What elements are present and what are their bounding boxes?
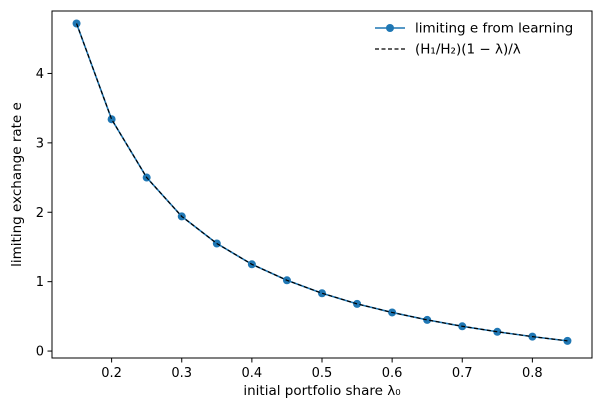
data-point-1-13 xyxy=(493,327,502,336)
axes: 0.2 0.3 0.4 0.5 0.6 0.7 0.8 0 1 2 3 4 xyxy=(36,10,593,381)
y-axis-label: limiting exchange rate e xyxy=(9,102,25,267)
legend-label-1: limiting e from learning xyxy=(415,21,573,37)
legend-label-2: (H₁/H₂)(1 − λ)/λ xyxy=(415,42,521,58)
axes-frame xyxy=(51,10,593,359)
x-tick-label-5: 0.6 xyxy=(382,366,403,381)
data-point-1-11 xyxy=(423,315,432,324)
x-tick-label-4: 0.5 xyxy=(312,366,333,381)
x-axis-label: initial portfolio share λ₀ xyxy=(243,383,400,399)
y-tick-label-5: 4 xyxy=(36,67,44,82)
x-tick-label-7: 0.8 xyxy=(522,366,543,381)
legend: limiting e from learning (H₁/H₂)(1 − λ)/λ xyxy=(375,21,573,58)
y-tick-label-2: 1 xyxy=(36,275,44,290)
x-tick-label-3: 0.4 xyxy=(242,366,263,381)
y-tick-label-4: 3 xyxy=(36,136,44,151)
y-tick-label-3: 2 xyxy=(36,206,44,221)
x-tick-label-2: 0.3 xyxy=(171,366,192,381)
x-tick-label-6: 0.7 xyxy=(452,366,473,381)
data-point-1-8 xyxy=(318,289,326,298)
data-point-1-2 xyxy=(107,115,116,124)
x-tick-label-1: 0.2 xyxy=(101,366,122,381)
y-tick-label-1: 0 xyxy=(36,345,44,360)
plot-area xyxy=(72,19,572,345)
legend-swatch-marker-1 xyxy=(386,24,394,32)
